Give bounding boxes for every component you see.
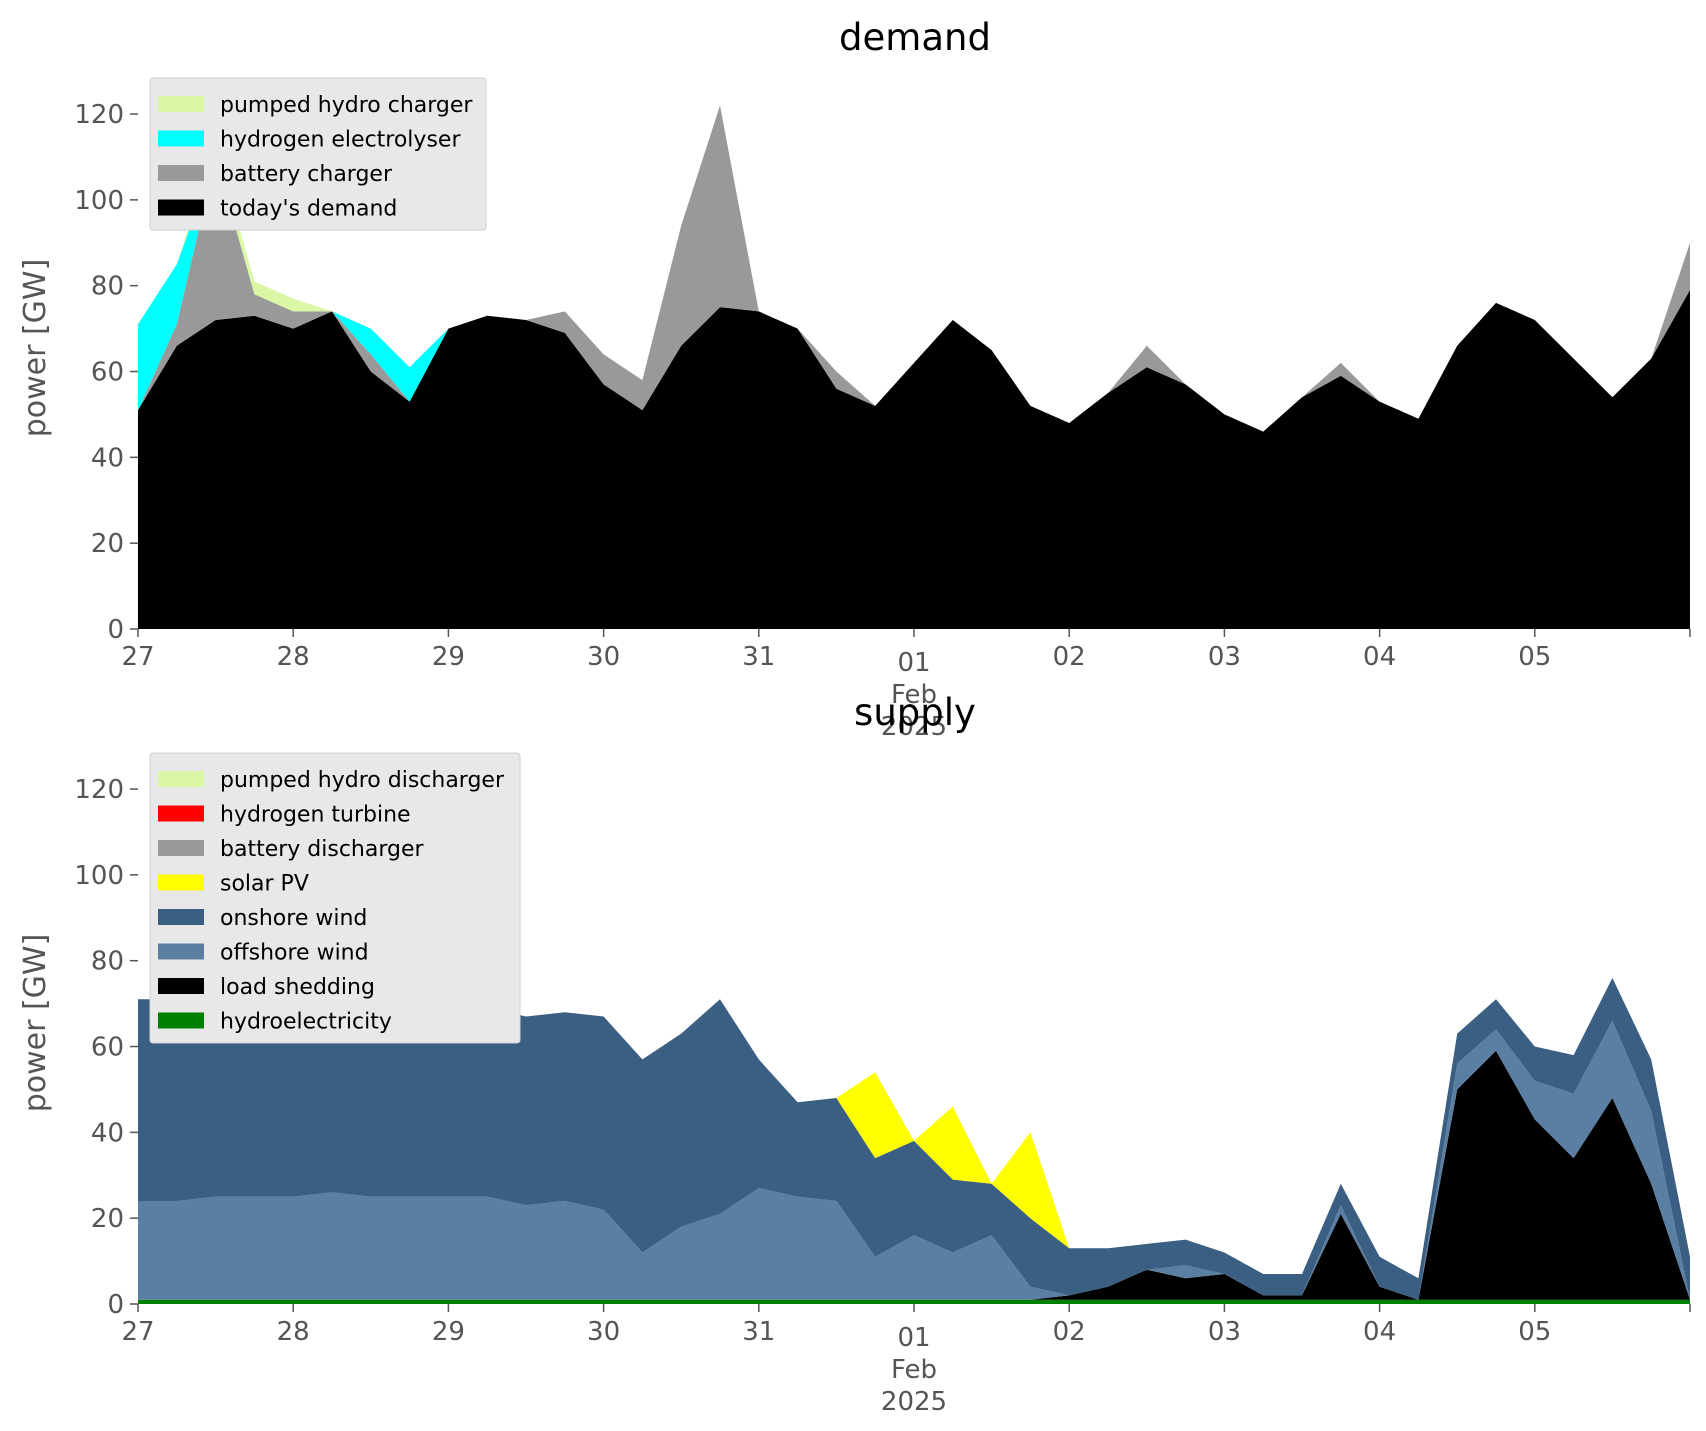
supply-xtick-label: 01 <box>897 1323 930 1353</box>
supply-legend: pumped hydro discharger hydrogen turbine b… <box>149 752 521 1044</box>
supply-area-onshore-wind <box>138 977 1690 1300</box>
supply-legend-label: battery discharger <box>220 837 425 862</box>
demand-legend-swatch <box>158 130 204 147</box>
supply-legend-swatch <box>158 805 204 822</box>
demand-xtick-label: 28 <box>277 642 310 672</box>
supply-area-hydroelectricity <box>138 1299 1690 1304</box>
demand-xtick-label: 31 <box>742 642 775 672</box>
demand-ytick-label: 0 <box>107 615 124 645</box>
demand-legend-box <box>149 77 487 231</box>
supply-legend-label: hydroelectricity <box>220 1010 392 1035</box>
demand-area-today-s-demand <box>138 290 1690 629</box>
supply-xtick-label: 04 <box>1363 1317 1396 1347</box>
supply-xtick-sublabel: Feb <box>891 1355 937 1385</box>
supply-xtick-label: 31 <box>742 1317 775 1347</box>
supply-legend-swatch <box>158 978 204 994</box>
supply-xtick-label: 28 <box>277 1317 310 1347</box>
supply-xtick-label: 29 <box>432 1317 465 1347</box>
demand-ytick-label: 60 <box>91 358 124 388</box>
supply-areas <box>138 977 1690 1304</box>
supply-legend-label: onshore wind <box>220 906 367 931</box>
supply-xtick-sublabel: 2025 <box>881 1387 947 1417</box>
supply-ytick-label: 80 <box>91 947 124 977</box>
supply-legend-swatch <box>158 771 204 787</box>
supply-legend-swatch <box>158 909 204 925</box>
supply-legend-label: pumped hydro discharger <box>220 768 505 793</box>
demand-xtick-sublabel: 2025 <box>881 712 947 742</box>
supply-legend-label: load shedding <box>220 975 375 1000</box>
demand-xtick-label: 02 <box>1053 642 1086 672</box>
demand-title: demand <box>839 16 991 59</box>
demand-legend-label: pumped hydro charger <box>220 93 473 118</box>
demand-xtick-label: 30 <box>587 642 620 672</box>
supply-ytick-label: 40 <box>91 1118 124 1148</box>
demand-ylabel: power [GW] <box>18 259 53 438</box>
demand-legend-label: battery charger <box>220 162 393 187</box>
demand-xtick-label: 27 <box>121 642 154 672</box>
demand-xtick-label: 04 <box>1363 642 1396 672</box>
supply-legend-swatch <box>158 943 204 960</box>
demand-legend-swatch <box>158 165 204 181</box>
supply-ytick-label: 120 <box>74 775 124 805</box>
demand-xtick-label: 29 <box>432 642 465 672</box>
supply-title: supply <box>854 691 976 734</box>
demand-legend-label: today's demand <box>220 197 397 222</box>
supply-legend-label: solar PV <box>220 872 309 897</box>
supply-xtick-label: 30 <box>587 1317 620 1347</box>
demand-ytick-label: 100 <box>74 186 124 216</box>
supply-xtick-label: 02 <box>1053 1317 1086 1347</box>
supply-legend-label: offshore wind <box>220 941 369 966</box>
demand-ytick-label: 20 <box>91 529 124 559</box>
supply-xtick-label: 27 <box>121 1317 154 1347</box>
supply-ytick-label: 20 <box>91 1204 124 1234</box>
supply-area-load-shedding <box>138 1050 1690 1300</box>
supply-legend-swatch <box>158 874 204 891</box>
supply-ytick-label: 100 <box>74 861 124 891</box>
demand-legend-swatch <box>158 96 204 112</box>
demand-ytick-label: 120 <box>74 100 124 130</box>
supply-ytick-label: 60 <box>91 1033 124 1063</box>
demand-ytick-label: 40 <box>91 443 124 473</box>
demand-legend-swatch <box>158 199 204 216</box>
demand-areas <box>138 105 1690 629</box>
supply-ylabel: power [GW] <box>18 934 53 1113</box>
supply-legend-swatch <box>158 1012 204 1029</box>
supply-xtick-label: 03 <box>1208 1317 1241 1347</box>
demand-ytick-label: 80 <box>91 272 124 302</box>
demand-legend: pumped hydro charger hydrogen electrolyse… <box>149 77 487 231</box>
supply-legend-box <box>149 752 521 1044</box>
supply-legend-swatch <box>158 840 204 856</box>
demand-xtick-label: 05 <box>1518 642 1551 672</box>
demand-legend-label: hydrogen electrolyser <box>220 128 461 153</box>
supply-legend-label: hydrogen turbine <box>220 803 411 828</box>
supply-area-offshore-wind <box>138 1020 1690 1300</box>
demand-xtick-label: 01 <box>897 648 930 678</box>
supply-xtick-label: 05 <box>1518 1317 1551 1347</box>
supply-ytick-label: 0 <box>107 1290 124 1320</box>
demand-xtick-sublabel: Feb <box>891 680 937 710</box>
demand-xtick-label: 03 <box>1208 642 1241 672</box>
